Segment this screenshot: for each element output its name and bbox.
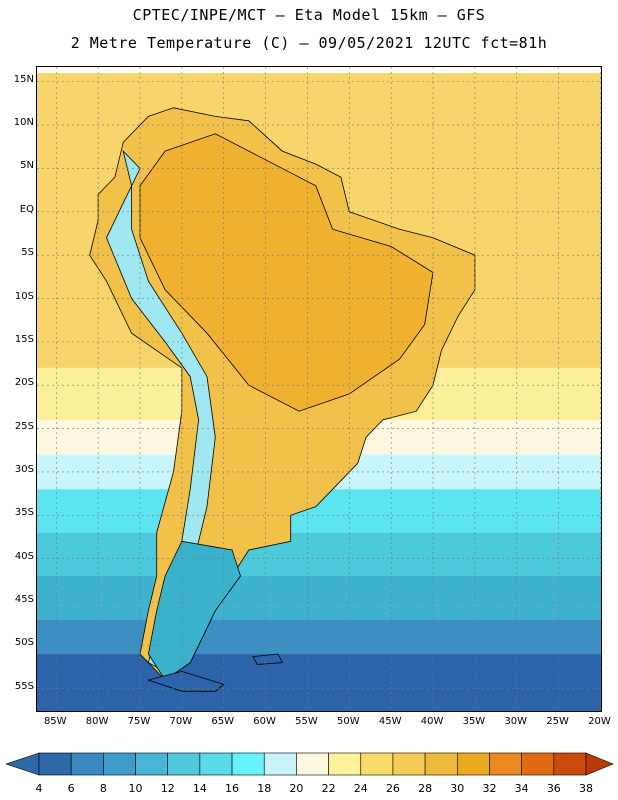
colorbar-tick-label: 20	[289, 782, 304, 795]
colorbar-tick-label: 14	[192, 782, 207, 795]
colorbar-tick-label: 4	[35, 782, 43, 795]
colorbar-swatch	[296, 752, 329, 776]
colorbar	[5, 752, 614, 776]
colorbar-tick-label: 6	[67, 782, 75, 795]
colorbar-swatch	[103, 752, 136, 776]
tropical-hot-region	[139, 133, 434, 412]
colorbar-tick-label: 16	[225, 782, 240, 795]
latitude-label: 25S	[14, 420, 34, 432]
temperature-map	[36, 66, 602, 712]
colorbar-swatch	[553, 752, 587, 776]
longitude-label: 30W	[504, 716, 528, 727]
colorbar-tick-label: 30	[450, 782, 465, 795]
colorbar-end-right	[585, 752, 614, 776]
longitude-label: 75W	[127, 716, 151, 727]
continent-shading	[89, 107, 476, 692]
longitude-label: 45W	[378, 716, 402, 727]
colorbar-tick-label: 26	[385, 782, 400, 795]
colorbar-tick-label: 24	[353, 782, 368, 795]
colorbar-tick-label: 34	[514, 782, 529, 795]
colorbar-swatch	[263, 752, 297, 776]
longitude-label: 25W	[546, 716, 569, 727]
map-title-line2: 2 Metre Temperature (C) – 09/05/2021 12U…	[70, 34, 548, 52]
longitude-label: 85W	[43, 716, 67, 727]
colorbar-swatch	[424, 752, 458, 776]
longitude-label: 40W	[420, 716, 444, 727]
longitude-label: 20W	[588, 716, 611, 727]
colorbar-swatch	[489, 752, 522, 776]
latitude-label: 55S	[14, 680, 34, 692]
colorbar-tick-label: 36	[546, 782, 561, 795]
ocean-band-5	[37, 532, 601, 576]
falkland-islands	[252, 653, 283, 665]
latitude-label: 5N	[20, 160, 34, 172]
colorbar-swatch	[38, 752, 72, 776]
colorbar-swatch	[167, 752, 201, 776]
colorbar-tick-label: 10	[128, 782, 143, 795]
colorbar-swatch	[456, 752, 490, 776]
longitude-label: 50W	[336, 716, 360, 727]
colorbar-swatch	[70, 752, 104, 776]
latitude-label: EQ	[19, 203, 34, 215]
colorbar-swatch	[328, 752, 362, 776]
latitude-label: 10N	[13, 117, 34, 129]
colorbar-swatch	[199, 752, 233, 776]
latitude-label: 40S	[14, 550, 34, 562]
latitude-label: 45S	[14, 594, 34, 605]
colorbar-tick-label: 38	[579, 782, 593, 795]
map-canvas	[37, 67, 601, 711]
colorbar-tick-label: 22	[321, 782, 336, 795]
latitude-label: 35S	[14, 507, 34, 519]
ocean-temperature-bands	[37, 73, 601, 711]
colorbar-tick-label: 12	[160, 782, 175, 795]
lat-lon-gridlines	[37, 67, 601, 711]
ocean-band-8	[37, 654, 601, 711]
colorbar-tick-label: 28	[418, 782, 433, 795]
colorbar-tick-label: 8	[99, 782, 107, 795]
colorbar-swatch	[231, 752, 265, 776]
latitude-label: 15N	[13, 73, 34, 85]
longitude-label: 55W	[295, 716, 318, 727]
ocean-band-6	[37, 575, 601, 620]
longitude-label: 80W	[85, 716, 109, 727]
colorbar-tick-label: 18	[257, 782, 272, 795]
longitude-label: 60W	[253, 716, 276, 727]
latitude-label: 10S	[14, 290, 34, 302]
ocean-band-7	[37, 619, 601, 655]
colorbar-tick-label: 32	[482, 782, 497, 795]
colorbar-end-left	[5, 752, 40, 776]
longitude-label: 65W	[211, 716, 235, 727]
longitude-label: 35W	[462, 716, 486, 727]
colorbar-swatch	[521, 752, 555, 776]
latitude-label: 50S	[14, 637, 34, 649]
patagonia-cold-region	[147, 540, 241, 681]
latitude-label: 5S	[21, 247, 34, 259]
colorbar-swatch	[392, 752, 426, 776]
latitude-label: 15S	[14, 333, 34, 345]
tierra-del-fuego	[146, 670, 225, 692]
latitude-label: 20S	[14, 377, 34, 389]
longitude-label: 70W	[169, 716, 193, 727]
colorbar-swatch	[360, 752, 394, 776]
colorbar-swatch	[135, 752, 169, 776]
latitude-label: 30S	[14, 463, 34, 475]
map-title-line1: CPTEC/INPE/MCT – Eta Model 15km – GFS	[132, 6, 486, 24]
